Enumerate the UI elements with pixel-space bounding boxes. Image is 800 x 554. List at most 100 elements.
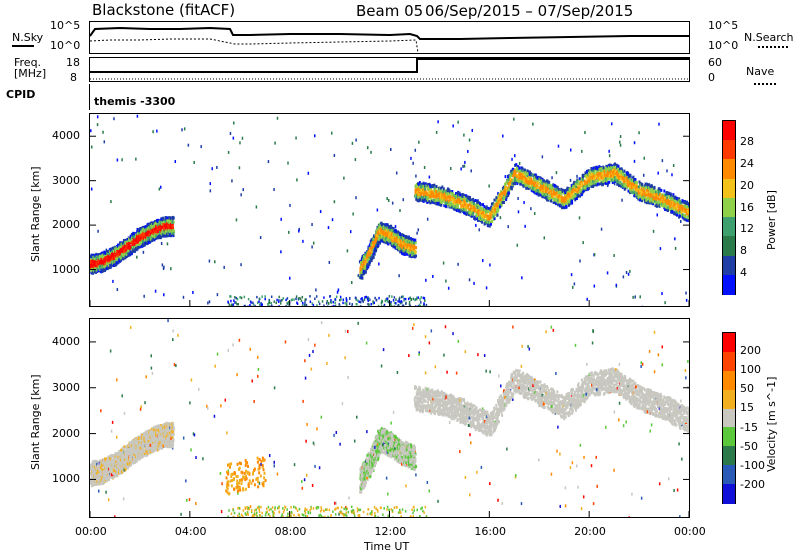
power-cell (172, 215, 175, 219)
power-cell (360, 267, 363, 271)
power-speckle (485, 286, 488, 290)
power-cell (519, 182, 522, 186)
cpid-divider (89, 84, 90, 110)
power-speckle (307, 171, 310, 175)
power-cell (510, 185, 513, 189)
ground-scatter-cell (420, 296, 423, 299)
power-cell (400, 239, 403, 243)
ground-scatter-cell (325, 302, 328, 305)
power-speckle (468, 138, 471, 142)
power-cell (500, 198, 503, 202)
power-cell (423, 187, 426, 191)
ground-scatter-cell (383, 303, 386, 307)
power-speckle (192, 291, 194, 295)
power-cell (134, 242, 137, 246)
power-cell (486, 207, 489, 211)
power-cell (455, 208, 458, 212)
ground-scatter-cell (252, 303, 255, 306)
ground-scatter-cell (326, 299, 328, 303)
power-cell (563, 191, 566, 195)
power-cell (483, 205, 486, 209)
ground-scatter-cell (378, 296, 380, 300)
power-cell (489, 216, 492, 220)
ground-scatter-cell (402, 304, 405, 307)
ground-scatter-cell (409, 296, 411, 300)
power-speckle (518, 161, 521, 165)
power-speckle (606, 271, 609, 275)
ground-scatter-cell (293, 298, 295, 301)
power-cell (549, 185, 552, 189)
power-speckle (488, 184, 490, 188)
power-speckle (656, 213, 659, 217)
power-cell (564, 194, 567, 198)
power-cell (391, 239, 394, 243)
power-cell (160, 218, 163, 222)
power-cell (405, 252, 408, 256)
ground-scatter-cell (305, 303, 308, 307)
power-cell (567, 192, 570, 196)
power-cell (375, 249, 378, 253)
ground-scatter-cell (388, 295, 391, 298)
power-cell (419, 193, 422, 197)
power-cell (97, 260, 100, 264)
power-speckle (211, 167, 213, 171)
power-cell (451, 197, 454, 201)
power-cell (125, 246, 128, 250)
power-speckle (432, 274, 434, 278)
power-speckle (398, 274, 400, 278)
power-cell (151, 224, 154, 228)
power-cell (154, 232, 157, 236)
power-cell (455, 194, 458, 198)
power-cell (457, 197, 460, 201)
ground-scatter-cell (311, 302, 313, 305)
power-cell (153, 235, 156, 239)
power-cell (466, 199, 469, 203)
power-cell (468, 207, 471, 211)
power-cell (376, 242, 379, 246)
power-cell (527, 184, 530, 188)
power-cell (516, 182, 519, 186)
freq-tick-high: 18 (66, 56, 80, 69)
power-cell (546, 196, 549, 200)
ground-scatter-cell (331, 305, 333, 308)
power-speckle (90, 129, 92, 133)
power-cell (429, 201, 432, 205)
power-cell (444, 192, 447, 196)
nsearch-tick-low: 10^0 (708, 39, 739, 52)
ground-scatter-cell (260, 303, 263, 307)
power-cell (418, 195, 421, 199)
power-cell (361, 276, 364, 280)
ground-scatter-cell (234, 296, 236, 299)
power-cell (446, 187, 449, 191)
power-cell (99, 255, 102, 259)
power-cell (92, 265, 95, 269)
power-cell (526, 172, 529, 176)
power-cell (480, 209, 483, 213)
power-cell (569, 194, 572, 198)
power-cell (171, 220, 174, 224)
power-cell (463, 211, 466, 215)
power-cell (517, 173, 520, 177)
ground-scatter-cell (267, 302, 269, 306)
power-cell (133, 249, 136, 253)
power-cell (436, 195, 439, 199)
power-cell (404, 242, 407, 246)
power-cell (535, 192, 538, 196)
power-cell (456, 201, 459, 205)
power-speckle (152, 130, 154, 134)
ground-scatter-cell (418, 303, 421, 307)
power-speckle (625, 270, 628, 274)
power-speckle (103, 140, 106, 144)
ground-scatter-cell (305, 298, 307, 301)
power-cell (515, 163, 518, 167)
power-cell (537, 193, 540, 197)
power-cell (458, 200, 461, 204)
power-cell (148, 231, 151, 235)
power-cell (524, 182, 527, 186)
power-speckle (163, 293, 165, 297)
power-speckle (182, 295, 185, 299)
power-cell (169, 225, 172, 229)
ground-scatter-cell (375, 298, 378, 302)
power-cell (487, 217, 490, 221)
ground-scatter-cell (250, 301, 252, 304)
